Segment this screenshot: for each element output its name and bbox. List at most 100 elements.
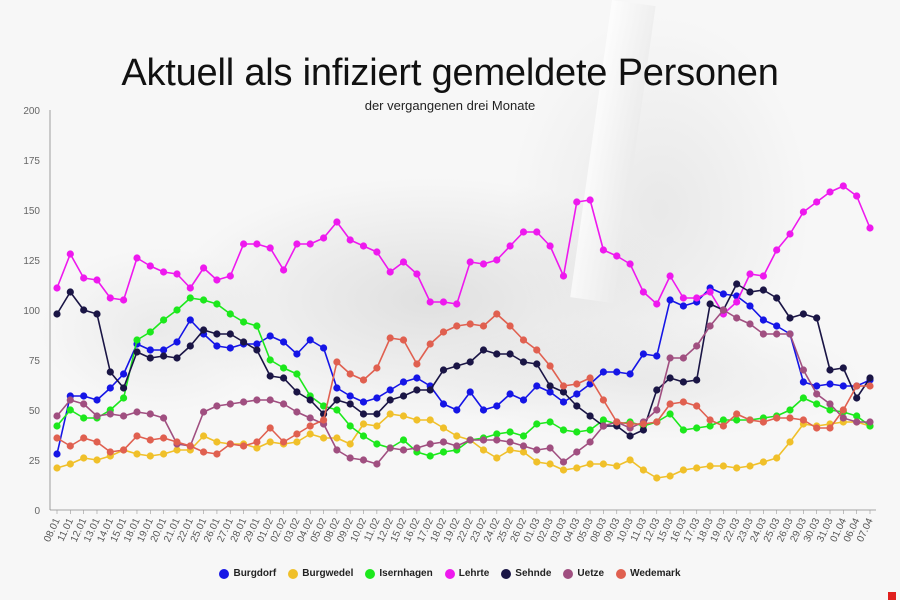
data-point-burgwedel	[200, 432, 208, 440]
data-point-lehrte	[733, 298, 741, 306]
data-point-lehrte	[639, 288, 648, 296]
data-point-sehnde	[93, 310, 101, 318]
data-point-burgwedel	[306, 430, 314, 438]
data-point-burgdorf	[160, 346, 168, 354]
data-point-wedemark	[693, 402, 701, 410]
data-point-uetze	[413, 444, 421, 452]
legend-swatch	[563, 568, 574, 579]
data-point-burgwedel	[413, 416, 421, 424]
data-point-sehnde	[773, 294, 781, 302]
data-point-sehnde	[120, 384, 128, 392]
data-point-sehnde	[559, 388, 568, 396]
data-point-isernhagen	[666, 410, 674, 418]
data-point-lehrte	[653, 300, 661, 308]
data-point-wedemark	[173, 438, 181, 446]
data-point-wedemark	[666, 400, 674, 408]
data-point-isernhagen	[719, 416, 728, 424]
data-point-wedemark	[599, 396, 608, 404]
data-point-uetze	[213, 402, 221, 410]
data-point-burgdorf	[479, 406, 488, 414]
data-point-lehrte	[266, 244, 274, 252]
data-point-sehnde	[666, 374, 674, 382]
data-point-burgdorf	[559, 398, 568, 406]
data-point-wedemark	[240, 442, 248, 450]
data-point-wedemark	[759, 418, 768, 426]
data-point-burgdorf	[173, 338, 181, 346]
data-point-sehnde	[506, 350, 514, 358]
data-point-wedemark	[453, 322, 461, 330]
legend-label: Burgwedel	[302, 568, 354, 579]
data-point-lehrte	[746, 270, 754, 278]
data-point-burgwedel	[80, 454, 88, 462]
data-point-uetze	[706, 322, 714, 330]
legend-item-wedemark[interactable]: Wedemark	[616, 568, 681, 579]
data-point-burgdorf	[533, 382, 541, 390]
data-point-burgdorf	[639, 350, 648, 358]
data-point-burgwedel	[733, 464, 741, 472]
legend-item-uetze[interactable]: Uetze	[563, 568, 604, 579]
data-point-lehrte	[533, 228, 541, 236]
data-point-lehrte	[120, 296, 128, 304]
y-tick-label: 75	[29, 356, 41, 367]
data-point-wedemark	[146, 436, 154, 444]
data-point-uetze	[333, 446, 341, 454]
data-point-wedemark	[479, 322, 488, 330]
series-line-wedemark	[56, 313, 870, 455]
data-point-lehrte	[826, 188, 834, 196]
data-point-burgwedel	[599, 460, 608, 468]
data-point-lehrte	[373, 248, 381, 256]
data-point-lehrte	[173, 270, 181, 278]
data-point-uetze	[573, 448, 581, 456]
data-point-wedemark	[373, 364, 381, 372]
y-tick-label: 0	[34, 506, 40, 517]
data-point-sehnde	[213, 330, 221, 338]
data-point-wedemark	[226, 440, 234, 448]
data-point-uetze	[439, 438, 448, 446]
legend-item-lehrte[interactable]: Lehrte	[444, 568, 490, 579]
data-point-burgwedel	[559, 466, 568, 474]
data-point-sehnde	[240, 338, 248, 346]
data-point-lehrte	[599, 246, 608, 254]
data-point-lehrte	[573, 198, 581, 206]
data-point-uetze	[759, 330, 768, 338]
data-point-burgdorf	[293, 350, 301, 358]
data-point-wedemark	[533, 346, 541, 354]
legend-label: Lehrte	[458, 568, 490, 579]
data-point-isernhagen	[786, 406, 794, 414]
data-point-wedemark	[679, 398, 688, 406]
data-point-uetze	[679, 354, 688, 362]
corner-mark	[888, 592, 896, 600]
data-point-sehnde	[80, 306, 88, 314]
data-point-wedemark	[106, 448, 114, 456]
data-point-burgwedel	[479, 446, 488, 454]
data-point-sehnde	[413, 386, 421, 394]
legend-item-isernhagen[interactable]: Isernhagen	[365, 568, 433, 579]
data-point-burgwedel	[426, 416, 434, 424]
data-point-lehrte	[320, 234, 328, 242]
data-point-sehnde	[426, 386, 434, 394]
legend-item-burgdorf[interactable]: Burgdorf	[219, 568, 276, 579]
data-point-wedemark	[200, 448, 208, 456]
data-point-lehrte	[839, 182, 847, 190]
data-point-isernhagen	[280, 364, 288, 372]
data-point-uetze	[546, 444, 554, 452]
data-point-isernhagen	[426, 452, 434, 460]
data-point-isernhagen	[240, 318, 248, 326]
data-point-uetze	[253, 396, 261, 404]
data-point-burgwedel	[53, 464, 61, 472]
data-point-isernhagen	[519, 432, 528, 440]
data-point-uetze	[453, 442, 461, 450]
data-point-uetze	[240, 398, 248, 406]
data-point-wedemark	[439, 328, 448, 336]
legend-item-burgwedel[interactable]: Burgwedel	[288, 568, 353, 579]
data-point-isernhagen	[173, 306, 181, 314]
data-point-uetze	[106, 410, 114, 418]
data-point-lehrte	[706, 288, 714, 296]
data-point-lehrte	[786, 230, 794, 238]
data-point-wedemark	[559, 382, 568, 390]
data-point-wedemark	[639, 420, 648, 428]
legend-item-sehnde[interactable]: Sehnde	[501, 568, 551, 579]
data-point-lehrte	[80, 274, 88, 282]
data-point-isernhagen	[293, 370, 301, 378]
